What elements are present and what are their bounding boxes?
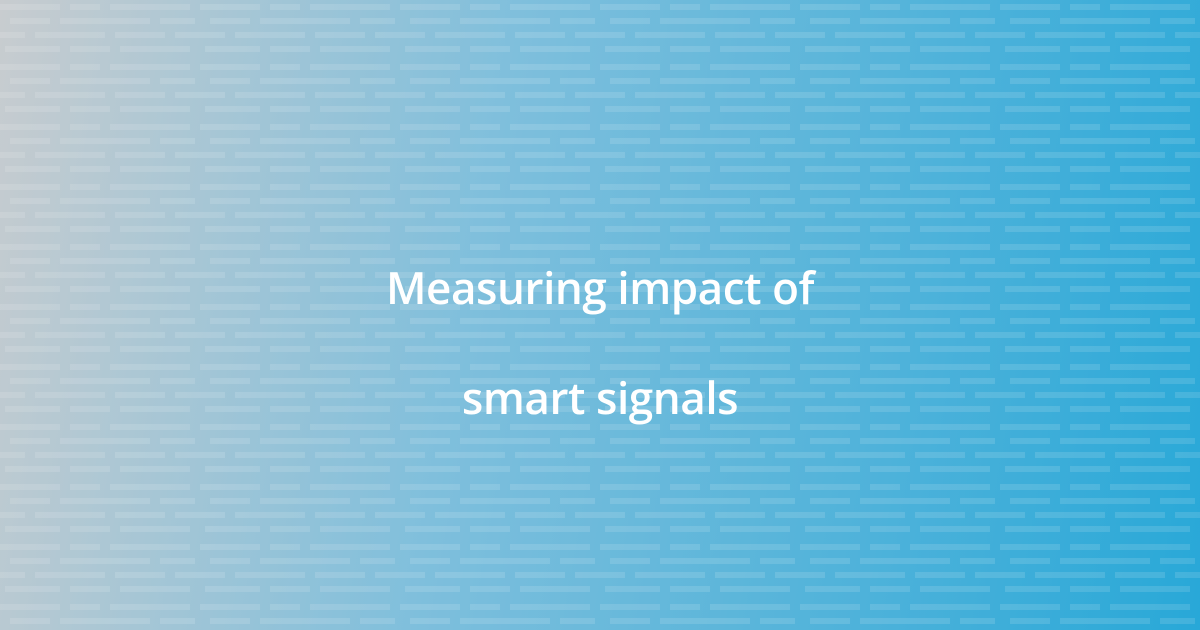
hero-banner: Measuring impact of smart signals [0,0,1200,630]
hero-title-line2: smart signals [462,367,738,427]
hero-title-line1: Measuring impact of [386,257,814,317]
hero-title: Measuring impact of smart signals [386,205,814,425]
